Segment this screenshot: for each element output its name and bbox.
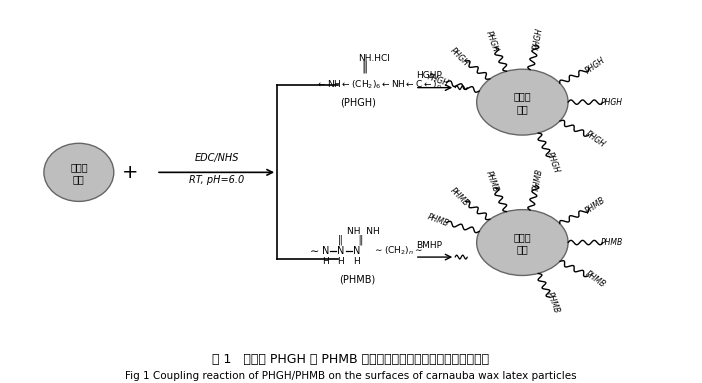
Text: N: N — [322, 246, 329, 256]
Ellipse shape — [44, 143, 114, 201]
Text: NH  NH: NH NH — [347, 227, 380, 236]
Text: N: N — [337, 246, 345, 256]
Text: 棕榈蜡: 棕榈蜡 — [514, 91, 531, 101]
Text: PHGH: PHGH — [545, 151, 561, 175]
Text: (PHGH): (PHGH) — [340, 97, 376, 107]
Text: 图 1   抗菌剂 PHGH 和 PHMB 在棕榈蜡微球表面接枝反应机理示意图: 图 1 抗菌剂 PHGH 和 PHMB 在棕榈蜡微球表面接枝反应机理示意图 — [213, 353, 489, 366]
Text: NH.HCl: NH.HCl — [359, 54, 390, 63]
Text: PHMB: PHMB — [531, 167, 544, 191]
Text: $\sim$: $\sim$ — [307, 246, 319, 256]
Text: $\sim$(CH$_2$)$_n\sim$: $\sim$(CH$_2$)$_n\sim$ — [373, 244, 423, 257]
Text: EDC/NHS: EDC/NHS — [194, 153, 239, 163]
Text: PHMB: PHMB — [601, 238, 623, 247]
Text: ‖: ‖ — [362, 61, 368, 74]
Text: PHMB: PHMB — [448, 186, 470, 208]
Text: H: H — [353, 257, 359, 266]
Text: H: H — [338, 257, 344, 266]
Text: H: H — [322, 257, 329, 266]
Text: 胶乳: 胶乳 — [517, 104, 528, 114]
Text: PHMB: PHMB — [484, 170, 500, 194]
Text: ‖     ‖: ‖ ‖ — [338, 235, 364, 246]
Text: PHGH: PHGH — [427, 72, 450, 88]
Text: PHMB: PHMB — [584, 196, 607, 216]
Text: PHMB: PHMB — [584, 269, 607, 290]
Text: PHMB: PHMB — [426, 213, 451, 229]
Text: PHGH: PHGH — [584, 129, 607, 149]
Text: 棕榈蜡: 棕榈蜡 — [514, 232, 531, 242]
Ellipse shape — [477, 69, 568, 135]
Text: PHGH: PHGH — [484, 30, 500, 54]
Text: N: N — [352, 246, 360, 256]
Text: PHGH: PHGH — [531, 27, 544, 50]
Text: RT, pH=6.0: RT, pH=6.0 — [189, 175, 244, 185]
Ellipse shape — [477, 210, 568, 275]
Text: Fig 1 Coupling reaction of PHGH/PHMB on the surfaces of carnauba wax latex parti: Fig 1 Coupling reaction of PHGH/PHMB on … — [125, 371, 577, 381]
Text: 棕榈蜡: 棕榈蜡 — [70, 162, 88, 172]
Text: PHGH: PHGH — [584, 55, 607, 75]
Text: (PHMB): (PHMB) — [340, 275, 376, 285]
Text: 胶乳: 胶乳 — [517, 244, 528, 254]
Text: 胶乳: 胶乳 — [73, 175, 85, 185]
Text: BMHP: BMHP — [416, 241, 442, 250]
Text: PHGH: PHGH — [448, 46, 470, 67]
Text: +: + — [122, 163, 139, 182]
Text: $\leftarrow$NH$\leftarrow$(CH$_2$)$_6\leftarrow$NH$\leftarrow$C$\leftarrow)_n$: $\leftarrow$NH$\leftarrow$(CH$_2$)$_6\le… — [317, 79, 442, 92]
Text: HGHP: HGHP — [416, 71, 442, 80]
Text: PHMB: PHMB — [545, 291, 561, 315]
Text: PHGH: PHGH — [601, 98, 623, 106]
